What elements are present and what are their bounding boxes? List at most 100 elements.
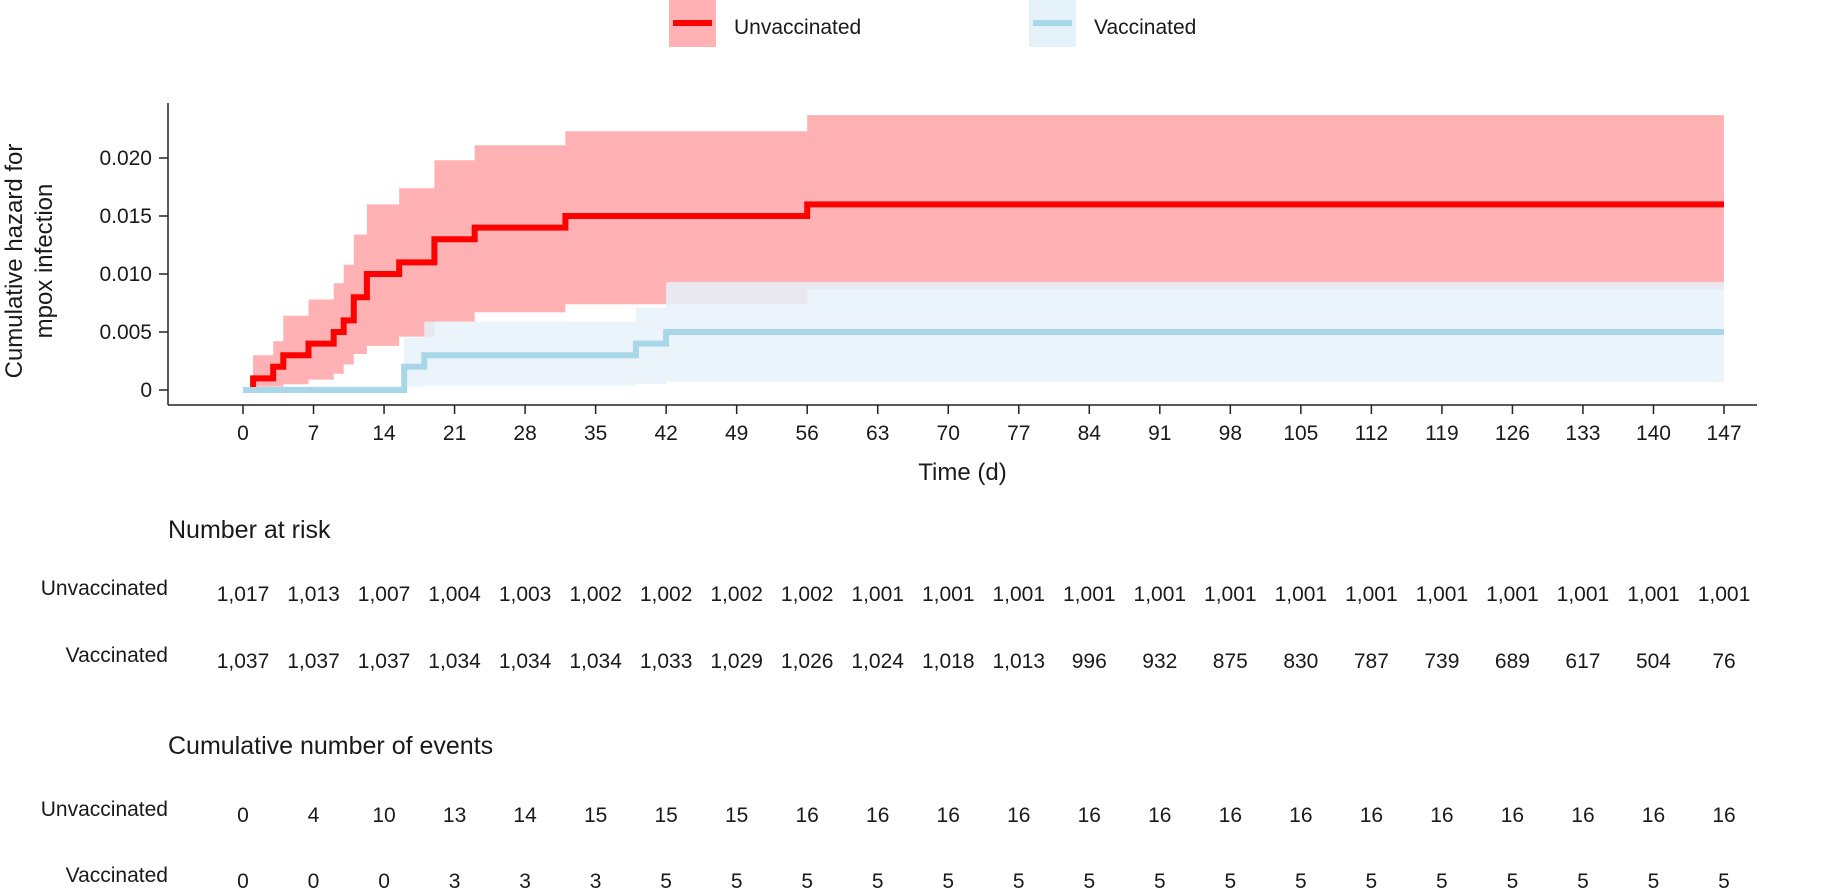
risk-table-cell: 1,001 bbox=[1486, 583, 1539, 606]
y-tick-label: 0.010 bbox=[99, 263, 152, 286]
events-table-cell: 5 bbox=[1718, 870, 1730, 891]
events-table-row-label: Vaccinated bbox=[66, 864, 168, 887]
events-table-cell: 10 bbox=[372, 804, 395, 827]
events-table-cell: 5 bbox=[1507, 870, 1519, 891]
events-table-cell: 5 bbox=[731, 870, 743, 891]
x-tick-label: 35 bbox=[584, 422, 607, 445]
events-table-cell: 15 bbox=[725, 804, 748, 827]
risk-table-cell: 1,033 bbox=[640, 650, 693, 673]
events-table-cell: 16 bbox=[937, 804, 960, 827]
risk-table-cell: 1,037 bbox=[217, 650, 270, 673]
events-table-cell: 3 bbox=[449, 870, 461, 891]
x-tick-label: 140 bbox=[1636, 422, 1671, 445]
risk-table-cell: 739 bbox=[1424, 650, 1459, 673]
risk-table-cell: 1,034 bbox=[569, 650, 622, 673]
events-table-cell: 0 bbox=[378, 870, 390, 891]
risk-table-cell: 787 bbox=[1354, 650, 1389, 673]
risk-table-cell: 1,001 bbox=[992, 583, 1045, 606]
events-table-cell: 16 bbox=[1219, 804, 1242, 827]
x-tick-label: 0 bbox=[237, 422, 249, 445]
x-tick-label: 49 bbox=[725, 422, 748, 445]
events-table-cell: 5 bbox=[1648, 870, 1660, 891]
events-table-cell: 5 bbox=[1083, 870, 1095, 891]
risk-table-cell: 1,002 bbox=[781, 583, 834, 606]
risk-table-cell: 1,013 bbox=[287, 583, 340, 606]
events-table-cell: 13 bbox=[443, 804, 466, 827]
confidence-bands bbox=[243, 115, 1725, 390]
risk-table-cell: 1,017 bbox=[217, 583, 270, 606]
x-tick-label: 77 bbox=[1007, 422, 1030, 445]
x-tick-label: 21 bbox=[443, 422, 466, 445]
risk-table-cell: 1,002 bbox=[569, 583, 622, 606]
risk-table-cell: 1,007 bbox=[358, 583, 411, 606]
legend-label-unvaccinated: Unvaccinated bbox=[734, 16, 861, 39]
risk-table-cell: 830 bbox=[1283, 650, 1318, 673]
events-table-cell: 15 bbox=[584, 804, 607, 827]
risk-table-cell: 1,001 bbox=[1345, 583, 1398, 606]
risk-tables: Number at risk Unvaccinated 1,017 1,013 1,00… bbox=[41, 516, 1751, 893]
events-table-cell: 16 bbox=[1148, 804, 1171, 827]
events-table-row-label: Unvaccinated bbox=[41, 798, 168, 821]
events-table-cell: 0 bbox=[237, 870, 249, 891]
events-table-cell: 16 bbox=[1289, 804, 1312, 827]
x-tick-label: 105 bbox=[1283, 422, 1318, 445]
risk-table-cell: 1,001 bbox=[851, 583, 904, 606]
x-tick-label: 112 bbox=[1355, 422, 1388, 445]
x-tick-label: 84 bbox=[1078, 422, 1102, 445]
events-table-cell: 5 bbox=[942, 870, 954, 891]
x-tick-label: 42 bbox=[654, 422, 677, 445]
risk-table-cell: 1,037 bbox=[358, 650, 411, 673]
events-table-cell: 16 bbox=[1078, 804, 1101, 827]
events-table-cell: 16 bbox=[1571, 804, 1594, 827]
hazard-lines bbox=[243, 201, 1724, 393]
risk-table-cell: 932 bbox=[1142, 650, 1177, 673]
events-table-cell: 3 bbox=[519, 870, 531, 891]
legend: Unvaccinated Vaccinated bbox=[669, 0, 1196, 47]
risk-table-cell: 1,001 bbox=[1416, 583, 1469, 606]
risk-table-cell: 875 bbox=[1213, 650, 1248, 673]
legend-label-vaccinated: Vaccinated bbox=[1094, 16, 1196, 39]
risk-table-row-label: Unvaccinated bbox=[41, 577, 168, 600]
risk-table-cell: 1,001 bbox=[1063, 583, 1116, 606]
events-table-cell: 5 bbox=[1366, 870, 1378, 891]
risk-table-cell: 1,013 bbox=[992, 650, 1045, 673]
events-table-title: Cumulative number of events bbox=[168, 732, 493, 760]
events-table-cell: 14 bbox=[513, 804, 537, 827]
risk-table-cell: 1,034 bbox=[428, 650, 481, 673]
risk-table-cell: 1,029 bbox=[710, 650, 763, 673]
y-tick-label: 0 bbox=[140, 379, 152, 402]
risk-table-cell: 1,018 bbox=[922, 650, 975, 673]
events-table-cell: 5 bbox=[801, 870, 813, 891]
x-tick-label: 7 bbox=[308, 422, 320, 445]
risk-table-cell: 1,001 bbox=[1698, 583, 1751, 606]
risk-table-row-label: Vaccinated bbox=[66, 644, 168, 667]
events-table-cell: 3 bbox=[590, 870, 602, 891]
events-table-cell: 16 bbox=[796, 804, 819, 827]
events-table-cell: 5 bbox=[1224, 870, 1236, 891]
events-table-cell: 16 bbox=[1007, 804, 1030, 827]
risk-table-cell: 1,003 bbox=[499, 583, 552, 606]
risk-table-cell: 689 bbox=[1495, 650, 1530, 673]
y-axis-label-line: Cumulative hazard for bbox=[1, 144, 28, 379]
y-axis-label-line: mpox infection bbox=[31, 184, 58, 339]
risk-table-cell: 1,004 bbox=[428, 583, 481, 606]
x-tick-label: 147 bbox=[1706, 422, 1741, 445]
risk-table-cell: 1,026 bbox=[781, 650, 834, 673]
x-axis-label: Time (d) bbox=[918, 459, 1006, 486]
events-table-cell: 16 bbox=[1430, 804, 1453, 827]
x-tick-label: 119 bbox=[1425, 422, 1458, 445]
line-vaccinated bbox=[243, 329, 1724, 393]
events-table-cell: 5 bbox=[1154, 870, 1166, 891]
risk-table-cell: 1,001 bbox=[1627, 583, 1680, 606]
band-vaccinated bbox=[243, 282, 1724, 390]
x-tick-label: 126 bbox=[1495, 422, 1530, 445]
x-tick-label: 28 bbox=[513, 422, 536, 445]
x-tick-label: 70 bbox=[937, 422, 960, 445]
y-axis-label: Cumulative hazard for mpox infection bbox=[1, 144, 58, 379]
events-table-cell: 16 bbox=[1712, 804, 1735, 827]
risk-table-title: Number at risk bbox=[168, 516, 331, 544]
line-unvaccinated bbox=[250, 201, 1724, 390]
events-table-cell: 5 bbox=[1295, 870, 1307, 891]
